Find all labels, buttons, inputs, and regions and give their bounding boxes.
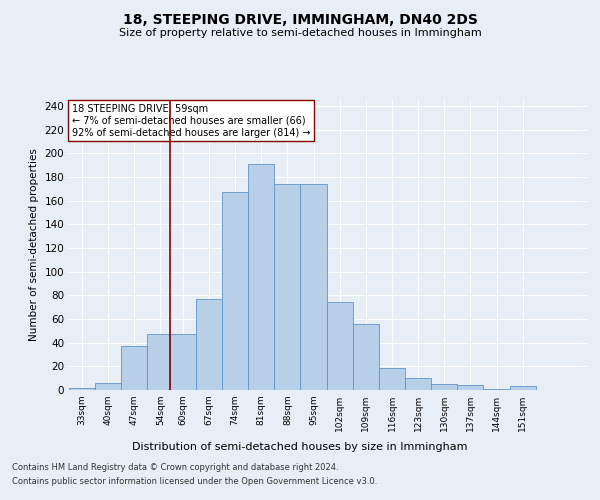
Text: Distribution of semi-detached houses by size in Immingham: Distribution of semi-detached houses by …	[132, 442, 468, 452]
Text: 18 STEEPING DRIVE: 59sqm
← 7% of semi-detached houses are smaller (66)
92% of se: 18 STEEPING DRIVE: 59sqm ← 7% of semi-de…	[71, 104, 310, 138]
Bar	[69, 388, 95, 390]
Text: Contains public sector information licensed under the Open Government Licence v3: Contains public sector information licen…	[12, 477, 377, 486]
Bar	[170, 334, 196, 390]
Bar	[95, 383, 121, 390]
Bar	[121, 346, 148, 390]
Bar	[148, 334, 173, 390]
Bar	[301, 184, 326, 390]
Bar	[484, 389, 509, 390]
Bar	[353, 324, 379, 390]
Bar	[248, 164, 274, 390]
Bar	[509, 386, 536, 390]
Text: Contains HM Land Registry data © Crown copyright and database right 2024.: Contains HM Land Registry data © Crown c…	[12, 464, 338, 472]
Bar	[274, 184, 301, 390]
Text: Size of property relative to semi-detached houses in Immingham: Size of property relative to semi-detach…	[119, 28, 481, 38]
Bar	[379, 368, 405, 390]
Bar	[196, 299, 222, 390]
Bar	[405, 378, 431, 390]
Y-axis label: Number of semi-detached properties: Number of semi-detached properties	[29, 148, 39, 342]
Bar	[431, 384, 457, 390]
Text: 18, STEEPING DRIVE, IMMINGHAM, DN40 2DS: 18, STEEPING DRIVE, IMMINGHAM, DN40 2DS	[122, 12, 478, 26]
Bar	[457, 386, 484, 390]
Bar	[222, 192, 248, 390]
Bar	[326, 302, 353, 390]
